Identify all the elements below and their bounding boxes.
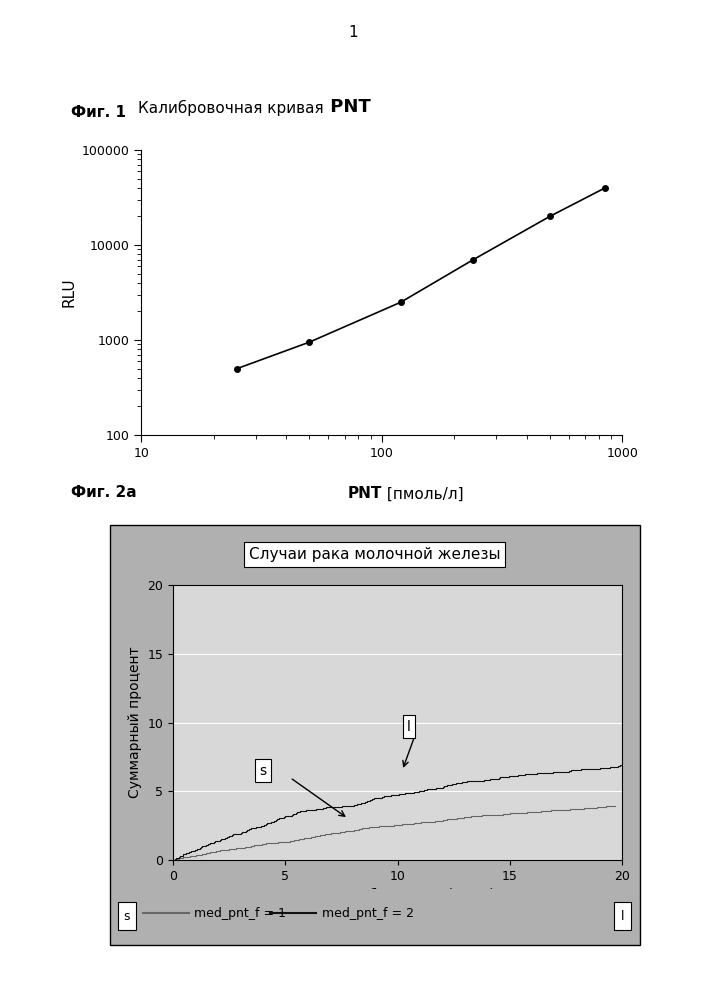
Text: l: l <box>407 720 411 734</box>
Text: 1: 1 <box>349 25 358 40</box>
Text: Калибровочная кривая: Калибровочная кривая <box>139 100 324 116</box>
Text: PNT: PNT <box>347 486 382 501</box>
Y-axis label: Суммарный процент: Суммарный процент <box>128 647 142 798</box>
Text: PNT: PNT <box>324 98 371 116</box>
Text: s: s <box>124 910 130 922</box>
Text: med_pnt_f = 2: med_pnt_f = 2 <box>322 906 414 920</box>
Text: Фиг. 2a: Фиг. 2a <box>71 485 136 500</box>
Y-axis label: RLU: RLU <box>62 278 76 307</box>
Text: Случаи рака молочной железы: Случаи рака молочной железы <box>249 547 501 562</box>
Text: [пмоль/л]: [пмоль/л] <box>382 486 463 501</box>
Text: med_pnt_f = 1: med_pnt_f = 1 <box>194 906 286 920</box>
Text: s: s <box>259 764 267 778</box>
X-axis label: Время наблюдения (годы): Время наблюдения (годы) <box>300 888 495 902</box>
Text: Фиг. 1: Фиг. 1 <box>71 105 126 120</box>
Text: l: l <box>621 910 624 922</box>
